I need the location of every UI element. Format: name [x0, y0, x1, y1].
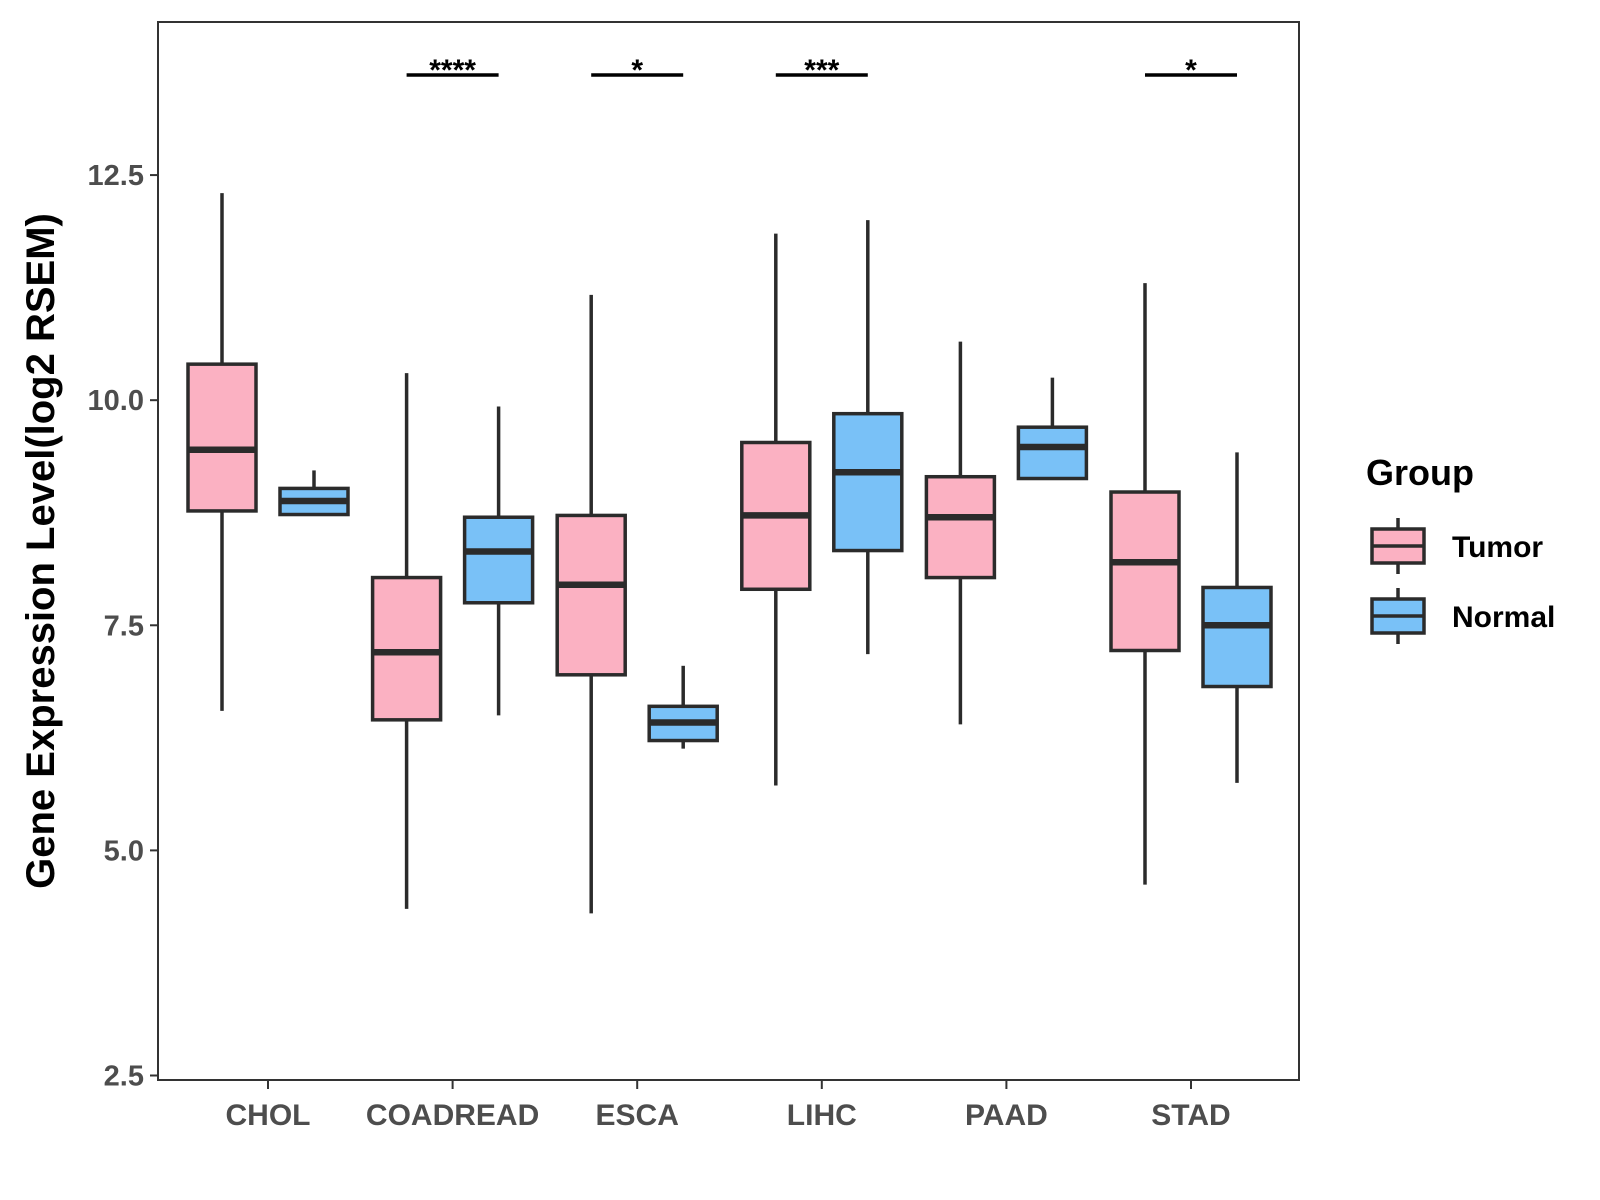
box-iqr — [186, 362, 258, 513]
box-tumor-stad — [1109, 283, 1181, 885]
axes: 2.5 5.0 7.5 10.0 12.5 CHOL COADREAD ESCA LIHC PAA… — [19, 21, 1300, 1132]
legend-item-normal: Normal — [1370, 588, 1555, 644]
significance-lihc: *** — [775, 54, 868, 87]
legend-title: Group — [1366, 452, 1474, 493]
legend-item-tumor: Tumor — [1370, 518, 1543, 574]
series-tumor — [186, 193, 1181, 914]
box-iqr — [1016, 425, 1089, 481]
box-tumor-chol — [186, 193, 258, 711]
significance-label: * — [1185, 54, 1197, 87]
significance-label: * — [631, 54, 643, 87]
box-iqr — [832, 411, 904, 553]
box-tumor-esca — [555, 294, 627, 914]
box-normal-paad — [1016, 377, 1089, 481]
box-normal-esca — [647, 665, 719, 749]
box-iqr — [924, 474, 997, 580]
box-normal-coadread — [462, 406, 535, 716]
box-tumor-coadread — [370, 373, 443, 909]
box-tumor-lihc — [740, 233, 812, 786]
y-axis-title: Gene Expression Level(log2 RSEM) — [19, 213, 63, 889]
y-tick-label: 12.5 — [88, 160, 144, 192]
box-iqr — [462, 515, 535, 605]
legend-key-normal — [1370, 588, 1426, 644]
significance-label: **** — [429, 54, 476, 87]
significance-esca: * — [591, 54, 684, 87]
legend-key-tumor — [1370, 518, 1426, 574]
significance-label: *** — [804, 54, 839, 87]
legend-label: Tumor — [1452, 531, 1543, 564]
box-iqr — [1109, 490, 1181, 653]
box-iqr — [555, 513, 627, 677]
series-normal — [278, 220, 1273, 783]
x-tick-label: COADREAD — [366, 1099, 539, 1132]
legend: Group Tumor Normal — [1366, 452, 1555, 644]
box-normal-lihc — [832, 220, 904, 655]
x-tick-label: STAD — [1151, 1099, 1230, 1132]
x-tick-label: PAAD — [965, 1099, 1048, 1132]
panel-border — [157, 21, 1300, 1081]
x-tick-label: LIHC — [787, 1099, 857, 1132]
box-normal-stad — [1201, 452, 1273, 783]
y-tick-label: 5.0 — [104, 835, 144, 867]
box-tumor-paad — [924, 341, 997, 725]
y-tick-label: 10.0 — [88, 385, 144, 417]
x-tick-label: ESCA — [596, 1099, 679, 1132]
x-tick-label: CHOL — [226, 1099, 311, 1132]
plot-area: **** * *** * — [186, 54, 1273, 914]
box-iqr — [370, 575, 443, 722]
y-tick-label: 7.5 — [104, 610, 144, 642]
y-tick-label: 2.5 — [104, 1060, 144, 1092]
significance-coadread: **** — [406, 54, 499, 87]
legend-label: Normal — [1452, 601, 1555, 634]
significance-stad: * — [1145, 54, 1237, 87]
box-normal-chol — [278, 470, 350, 517]
box-iqr — [1201, 585, 1273, 689]
